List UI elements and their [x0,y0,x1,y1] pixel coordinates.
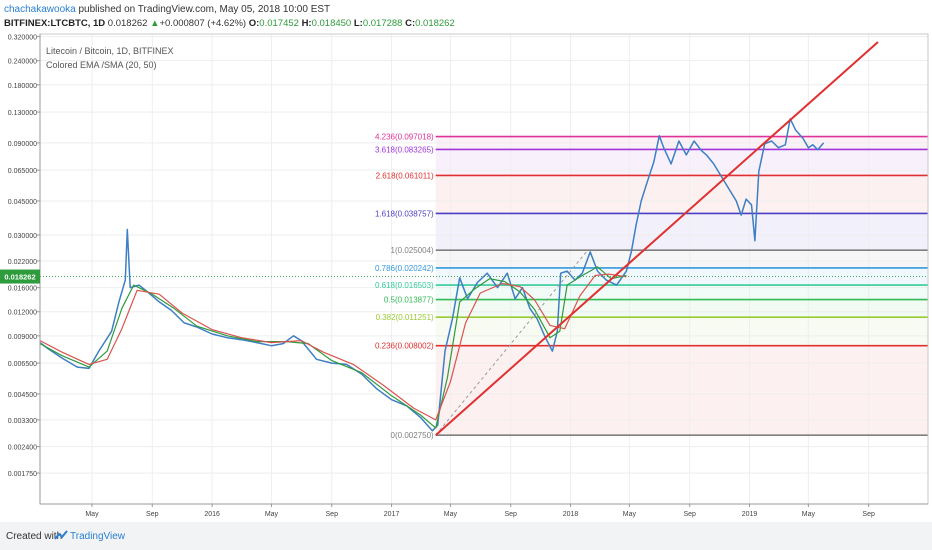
tradingview-brand[interactable]: TradingView [70,531,126,542]
x-tick-label: May [802,511,816,518]
ema-line [39,266,627,429]
x-tick-label: 2016 [204,511,220,518]
fib-anchor-line [435,249,589,436]
x-tick-label: Sep [504,511,517,518]
fib-level-label: 0.5(0.013877) [384,296,434,305]
close-label: C: [405,18,416,29]
x-tick-label: Sep [146,511,159,518]
chart-area[interactable]: 0(0.002750) 0.236(0.008002) 0.382(0.011251… [0,30,932,522]
fib-zone [435,345,928,436]
fib-level-label: 0(0.002750) [391,431,434,440]
fib-level-label: 1.618(0.038757) [375,209,434,218]
low-label: L: [353,18,363,29]
x-tick-label: May [444,511,458,518]
y-tick-label: 0.090000 [8,141,37,148]
x-tick-label: 2019 [742,511,758,518]
sma-line [39,273,627,421]
x-tick-label: Sep [683,511,696,518]
fib-zone [435,213,928,251]
author-link[interactable]: chachakawooka [4,4,76,15]
symbol-label: BITFINEX:LTCBTC, 1D [4,18,106,29]
fib-level-label: 0.786(0.020242) [375,264,434,273]
close-value: 0.018262 [415,18,455,29]
change-value: +0.000807 (+4.62%) [159,18,247,29]
created-with-text: Created with [6,531,63,542]
fib-zone [435,149,928,176]
open-label: O: [248,18,260,29]
fib-level-label: 0.236(0.008002) [375,342,434,351]
y-tick-label: 0.065000 [8,168,37,175]
tradingview-logo-icon [54,530,68,540]
y-tick-label: 0.320000 [8,35,37,42]
y-tick-label: 0.003300 [8,418,37,425]
legend-title: Litecoin / Bitcoin, 1D, BITFINEX [46,46,174,56]
y-tick-label: 0.180000 [8,83,37,90]
y-tick-label: 0.030000 [8,233,37,240]
fib-level-label: 3.618(0.083265) [375,145,434,154]
x-tick-label: Sep [326,511,339,518]
price-value: 0.018262 [107,18,148,29]
high-value: 0.018450 [311,18,352,29]
y-tick-label: 0.001750 [8,471,37,478]
fib-zone [435,267,928,286]
y-tick-label: 0.004500 [8,392,37,399]
price-line [39,118,825,432]
y-tick-label: 0.009000 [8,334,37,341]
x-tick-label: 2017 [384,511,400,518]
x-tick-label: Sep [862,511,875,518]
fib-level-label: 0.618(0.016503) [375,281,434,290]
fib-zone [435,317,928,346]
fib-level-label: 1(0.025004) [391,246,434,255]
y-tick-label: 0.002400 [8,445,37,452]
y-tick-label: 0.006500 [8,361,37,368]
high-label: H: [301,18,312,29]
y-tick-label: 0.012000 [8,310,37,317]
last-price-badge [0,269,40,284]
x-tick-label: May [265,511,279,518]
fib-zone [435,175,928,214]
x-tick-label: 2018 [563,511,579,518]
ohlc-bar: BITFINEX:LTCBTC, 1D 0.018262 ▲+0.000807 … [4,18,455,29]
fib-zone [435,299,928,318]
x-tick-label: May [85,511,99,518]
change-arrow-icon: ▲ [150,18,160,29]
open-value: 0.017452 [259,18,299,29]
y-tick-label: 0.016000 [8,286,37,293]
fib-level-label: 2.618(0.061011) [376,171,434,180]
fib-zone [435,250,928,268]
footer: Created with TradingView [0,522,932,550]
fib-level-label: 0.382(0.011251) [376,313,434,322]
y-tick-label: 0.240000 [8,59,37,66]
published-text: published on TradingView.com, May 05, 20… [78,4,331,15]
price-chart[interactable]: 0(0.002750) 0.236(0.008002) 0.382(0.011251… [0,30,932,522]
low-value: 0.017288 [362,18,403,29]
y-tick-label: 0.022000 [8,259,37,266]
y-tick-label: 0.130000 [8,110,37,117]
x-tick-label: May [623,511,637,518]
y-tick-label: 0.045000 [8,199,37,206]
fib-level-label: 4.236(0.097018) [375,133,434,142]
last-price-label: 0.018262 [4,273,35,282]
legend-indicator: Colored EMA /SMA (20, 50) [46,60,157,70]
publish-info: chachakawooka published on TradingView.c… [4,4,330,15]
trend-line[interactable] [435,41,879,436]
chart-header: chachakawooka published on TradingView.c… [0,0,932,30]
